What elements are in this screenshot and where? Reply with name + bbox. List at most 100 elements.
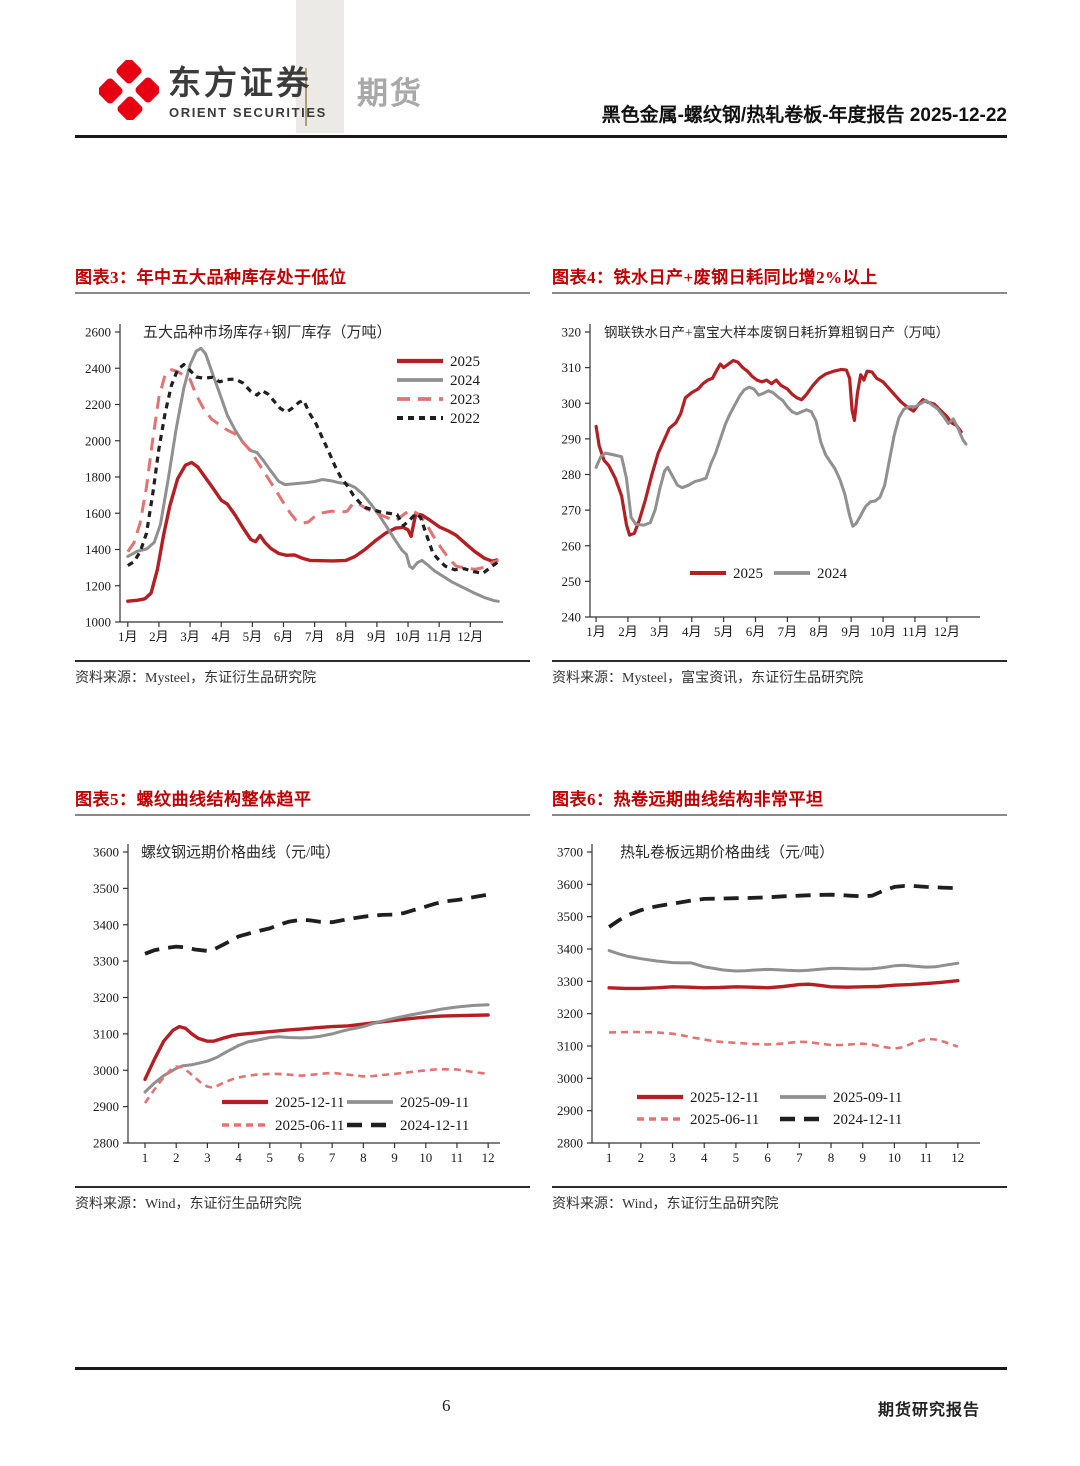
figure-4-title: 图表4：铁水日产+废钢日耗同比增2%以上 (552, 268, 878, 287)
x-tick-label: 10 (419, 1150, 432, 1165)
series-2024 (126, 346, 500, 603)
legend-label-2025-12-11: 2025-12-11 (275, 1095, 344, 1111)
figure-3-title-rule (75, 292, 530, 294)
x-tick-label: 4月 (682, 624, 702, 639)
y-tick-label: 3100 (557, 1039, 583, 1054)
x-tick-label: 1月 (118, 629, 138, 644)
chart-inner-title: 螺纹钢远期价格曲线（元/吨） (141, 844, 340, 861)
y-tick-label: 240 (562, 610, 582, 625)
legend-label-2025-06-11: 2025-06-11 (690, 1112, 759, 1128)
y-tick-label: 1000 (85, 615, 111, 630)
x-tick-label: 2月 (618, 624, 638, 639)
chart-inner-title: 热轧卷板远期价格曲线（元/吨） (620, 843, 834, 861)
legend-label-2024: 2024 (817, 566, 848, 582)
figure-6-chart: 2800 2900 3000 3100 3200 3300 3400 3500 3600 3700… (557, 843, 980, 1165)
y-tick-label: 2900 (93, 1099, 119, 1114)
figure-4-source: 资料来源：Mysteel，富宝资讯，东证衍生品研究院 (552, 671, 864, 686)
x-tick-label: 2 (638, 1150, 645, 1165)
x-tick-label: 8 (360, 1150, 367, 1165)
series-2025 (126, 460, 499, 603)
series-2025-09-11 (607, 949, 960, 973)
y-tick-label: 2900 (557, 1103, 583, 1118)
chart-inner-title: 钢联铁水日产+富宝大样本废钢日耗折算粗钢日产（万吨） (604, 324, 949, 340)
y-tick-label: 2800 (93, 1136, 119, 1151)
figure-3-source-rule (75, 660, 530, 662)
legend-label-2025: 2025 (733, 566, 763, 582)
figure-4: 图表4：铁水日产+废钢日耗同比增2%以上 240 250 260 270 280 290 3… (552, 266, 1007, 687)
series-2022 (126, 362, 500, 575)
brand-name-en: ORIENT SECURITIES (169, 105, 327, 120)
y-tick-label: 290 (562, 431, 582, 446)
y-tick-label: 310 (562, 360, 582, 375)
figure-4-title-rule (552, 292, 1007, 294)
y-tick-label: 2800 (557, 1136, 583, 1151)
figure-4-source-rule (552, 660, 1007, 662)
x-tick-label: 9月 (841, 624, 861, 639)
orient-securities-logo-icon (99, 60, 159, 120)
x-tick-label: 6 (298, 1150, 305, 1165)
legend-label-2025-09-11: 2025-09-11 (400, 1095, 469, 1111)
x-tick-label: 6月 (274, 629, 294, 644)
figure-3-title: 图表3：年中五大品种库存处于低位 (75, 268, 347, 287)
figure-3: 图表3：年中五大品种库存处于低位 1000 1200 1400 1600 1800 200… (75, 266, 530, 687)
header-band (296, 0, 344, 133)
y-tick-label: 320 (562, 325, 582, 340)
page-number: 6 (442, 1396, 451, 1415)
x-tick-label: 11 (451, 1150, 464, 1165)
y-tick-label: 3000 (557, 1071, 583, 1086)
x-tick-label: 10月 (395, 629, 421, 644)
figure-4-chart: 240 250 260 270 280 290 300 310 320 1月 2月 3月 4月 5月 6月 7… (562, 324, 980, 639)
x-tick-label: 8月 (336, 629, 356, 644)
y-tick-label: 280 (562, 467, 582, 482)
legend-label-2024: 2024 (450, 373, 481, 389)
figure-3-chart: 1000 1200 1400 1600 1800 2000 2200 2400 2600 1月 2月… (85, 324, 503, 644)
figure-6: 图表6：热卷远期曲线结构非常平坦 2800 2900 3000 3100 3200 330… (552, 788, 1007, 1213)
x-tick-label: 6月 (746, 624, 766, 639)
figure-6-title-rule (552, 814, 1007, 816)
series-2024-12-11 (608, 884, 958, 929)
x-tick-label: 1月 (586, 624, 606, 639)
x-tick-label: 4月 (211, 629, 231, 644)
legend-label-2025: 2025 (450, 354, 480, 370)
y-tick-label: 3600 (93, 845, 119, 860)
y-tick-label: 300 (562, 396, 582, 411)
series-2025-06-11 (609, 1030, 959, 1050)
legend-label-2024-12-11: 2024-12-11 (400, 1118, 469, 1134)
x-tick-label: 1 (606, 1150, 613, 1165)
x-tick-label: 12 (951, 1150, 964, 1165)
y-tick-label: 1400 (85, 542, 111, 557)
x-tick-label: 12 (482, 1150, 495, 1165)
x-tick-label: 7 (796, 1150, 803, 1165)
header-rule (75, 135, 1007, 138)
x-tick-label: 8月 (810, 624, 830, 639)
x-tick-label: 10 (888, 1150, 901, 1165)
chart-inner-title: 五大品种市场库存+钢厂库存（万吨） (143, 324, 391, 341)
y-tick-label: 270 (562, 503, 582, 518)
y-tick-label: 1200 (85, 578, 111, 593)
x-tick-label: 6 (764, 1150, 771, 1165)
y-tick-label: 3200 (93, 990, 119, 1005)
y-tick-label: 3400 (93, 917, 119, 932)
y-tick-label: 2000 (85, 433, 111, 448)
series-2025-12-11 (143, 1013, 490, 1082)
x-tick-label: 11月 (902, 624, 928, 639)
series-2023 (126, 368, 499, 571)
header-divider (305, 68, 307, 126)
x-tick-label: 12月 (934, 624, 960, 639)
x-tick-label: 3月 (180, 629, 200, 644)
x-tick-label: 9 (391, 1150, 398, 1165)
legend-label-2024-12-11: 2024-12-11 (833, 1112, 902, 1128)
figure-6-title: 图表6：热卷远期曲线结构非常平坦 (552, 790, 824, 809)
x-tick-label: 9 (859, 1150, 866, 1165)
x-tick-label: 5 (733, 1150, 740, 1165)
series-2025 (594, 358, 963, 537)
y-tick-label: 3500 (93, 881, 119, 896)
x-tick-label: 2 (173, 1150, 180, 1165)
y-tick-label: 2400 (85, 361, 111, 376)
y-tick-label: 3100 (93, 1026, 119, 1041)
y-tick-label: 3600 (557, 877, 583, 892)
figure-3-source: 资料来源：Mysteel，东证衍生品研究院 (75, 671, 317, 686)
legend-label-2025-06-11: 2025-06-11 (275, 1118, 344, 1134)
y-tick-label: 3000 (93, 1063, 119, 1078)
